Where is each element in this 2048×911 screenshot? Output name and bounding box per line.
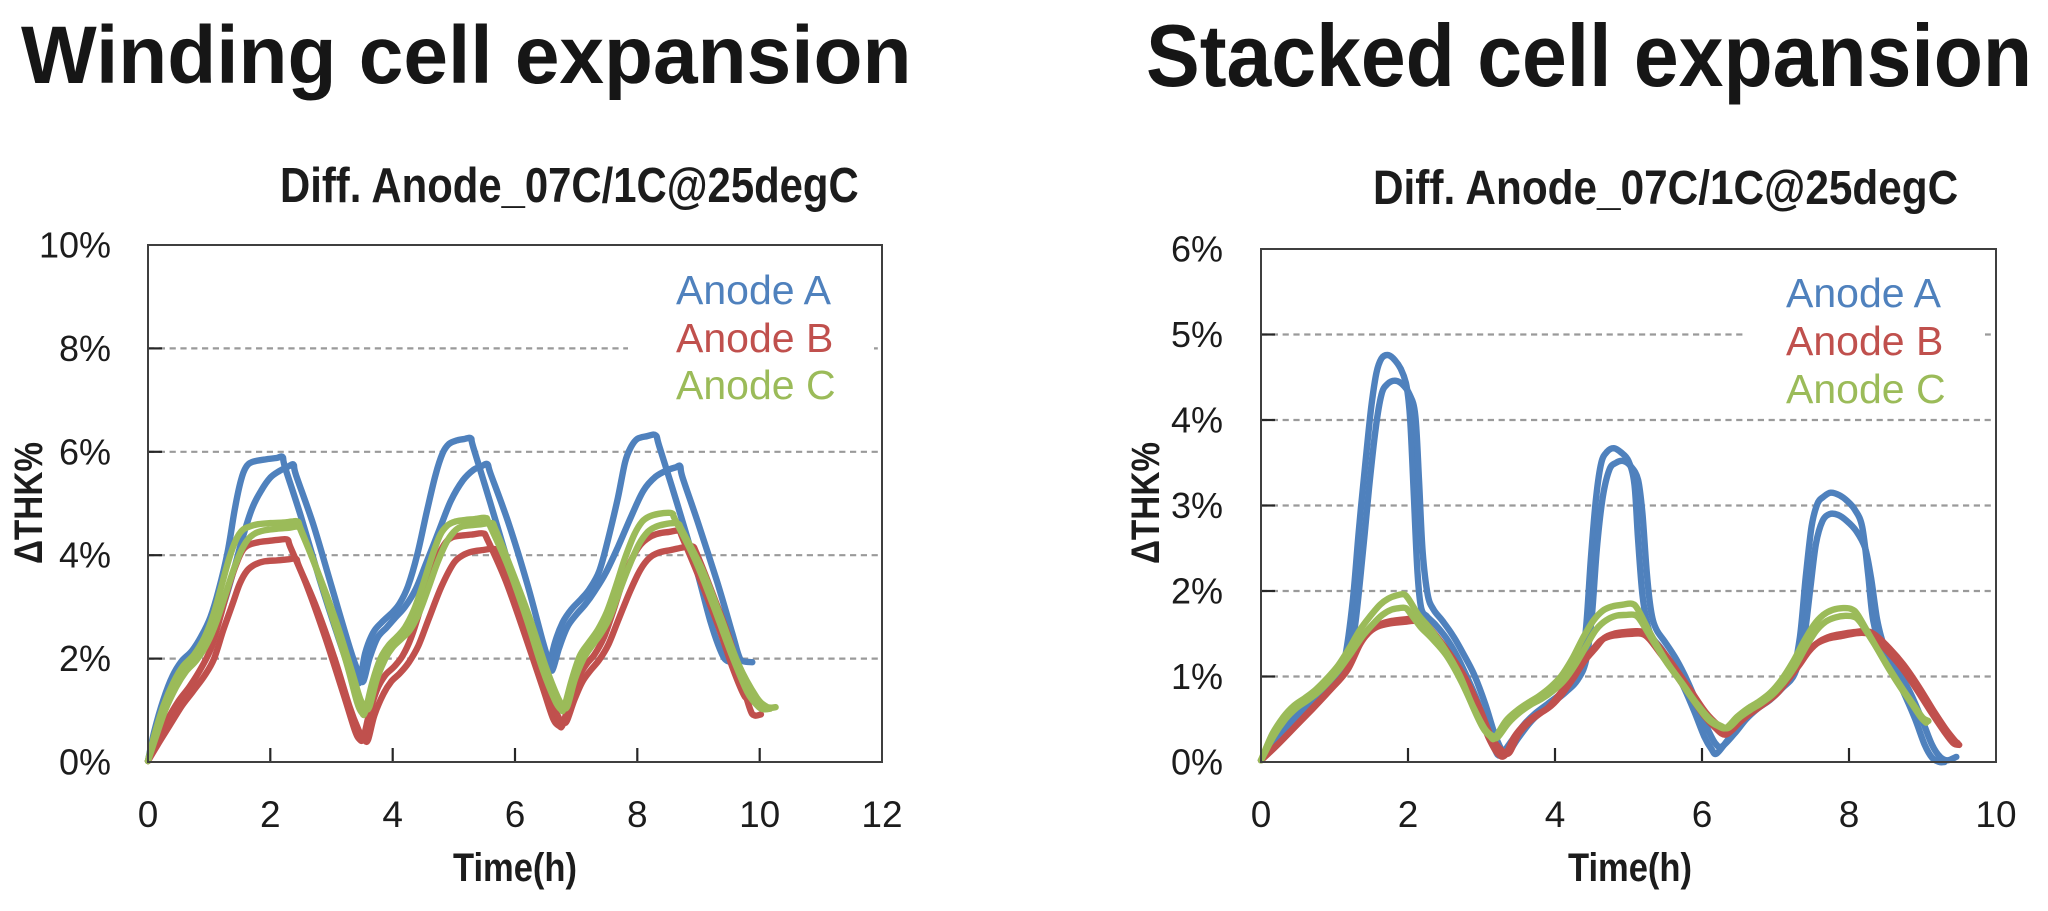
svg-text:8%: 8% xyxy=(59,328,111,369)
svg-text:10: 10 xyxy=(739,794,780,835)
svg-text:6%: 6% xyxy=(59,431,111,472)
svg-text:12: 12 xyxy=(861,794,902,835)
svg-text:0%: 0% xyxy=(1171,742,1223,783)
svg-text:2%: 2% xyxy=(59,638,111,679)
svg-text:0: 0 xyxy=(138,794,159,835)
svg-text:Time(h): Time(h) xyxy=(453,846,577,890)
svg-text:1%: 1% xyxy=(1171,656,1223,697)
svg-text:Anode C: Anode C xyxy=(676,362,836,408)
svg-text:8: 8 xyxy=(1839,794,1860,835)
svg-text:2%: 2% xyxy=(1171,571,1223,612)
svg-text:Anode C: Anode C xyxy=(1786,366,1946,412)
svg-text:ΔTHK%: ΔTHK% xyxy=(7,442,51,564)
svg-text:Anode B: Anode B xyxy=(676,315,833,361)
svg-text:4%: 4% xyxy=(1171,400,1223,441)
svg-text:4: 4 xyxy=(382,794,403,835)
svg-text:0: 0 xyxy=(1251,794,1272,835)
svg-text:3%: 3% xyxy=(1171,485,1223,526)
svg-text:Anode A: Anode A xyxy=(1786,270,1942,316)
svg-text:2: 2 xyxy=(260,794,281,835)
svg-text:6%: 6% xyxy=(1171,229,1223,270)
svg-text:10: 10 xyxy=(1975,794,2016,835)
svg-text:5%: 5% xyxy=(1171,314,1223,355)
svg-text:ΔTHK%: ΔTHK% xyxy=(1124,442,1168,564)
svg-text:2: 2 xyxy=(1398,794,1419,835)
svg-text:10%: 10% xyxy=(39,225,111,266)
svg-text:Anode B: Anode B xyxy=(1786,318,1943,364)
svg-text:8: 8 xyxy=(627,794,648,835)
svg-text:4: 4 xyxy=(1545,794,1566,835)
svg-text:0%: 0% xyxy=(59,742,111,783)
svg-text:6: 6 xyxy=(1692,794,1713,835)
svg-text:Time(h): Time(h) xyxy=(1568,846,1692,890)
svg-text:4%: 4% xyxy=(59,535,111,576)
svg-text:Anode A: Anode A xyxy=(676,267,832,313)
svg-text:6: 6 xyxy=(505,794,526,835)
